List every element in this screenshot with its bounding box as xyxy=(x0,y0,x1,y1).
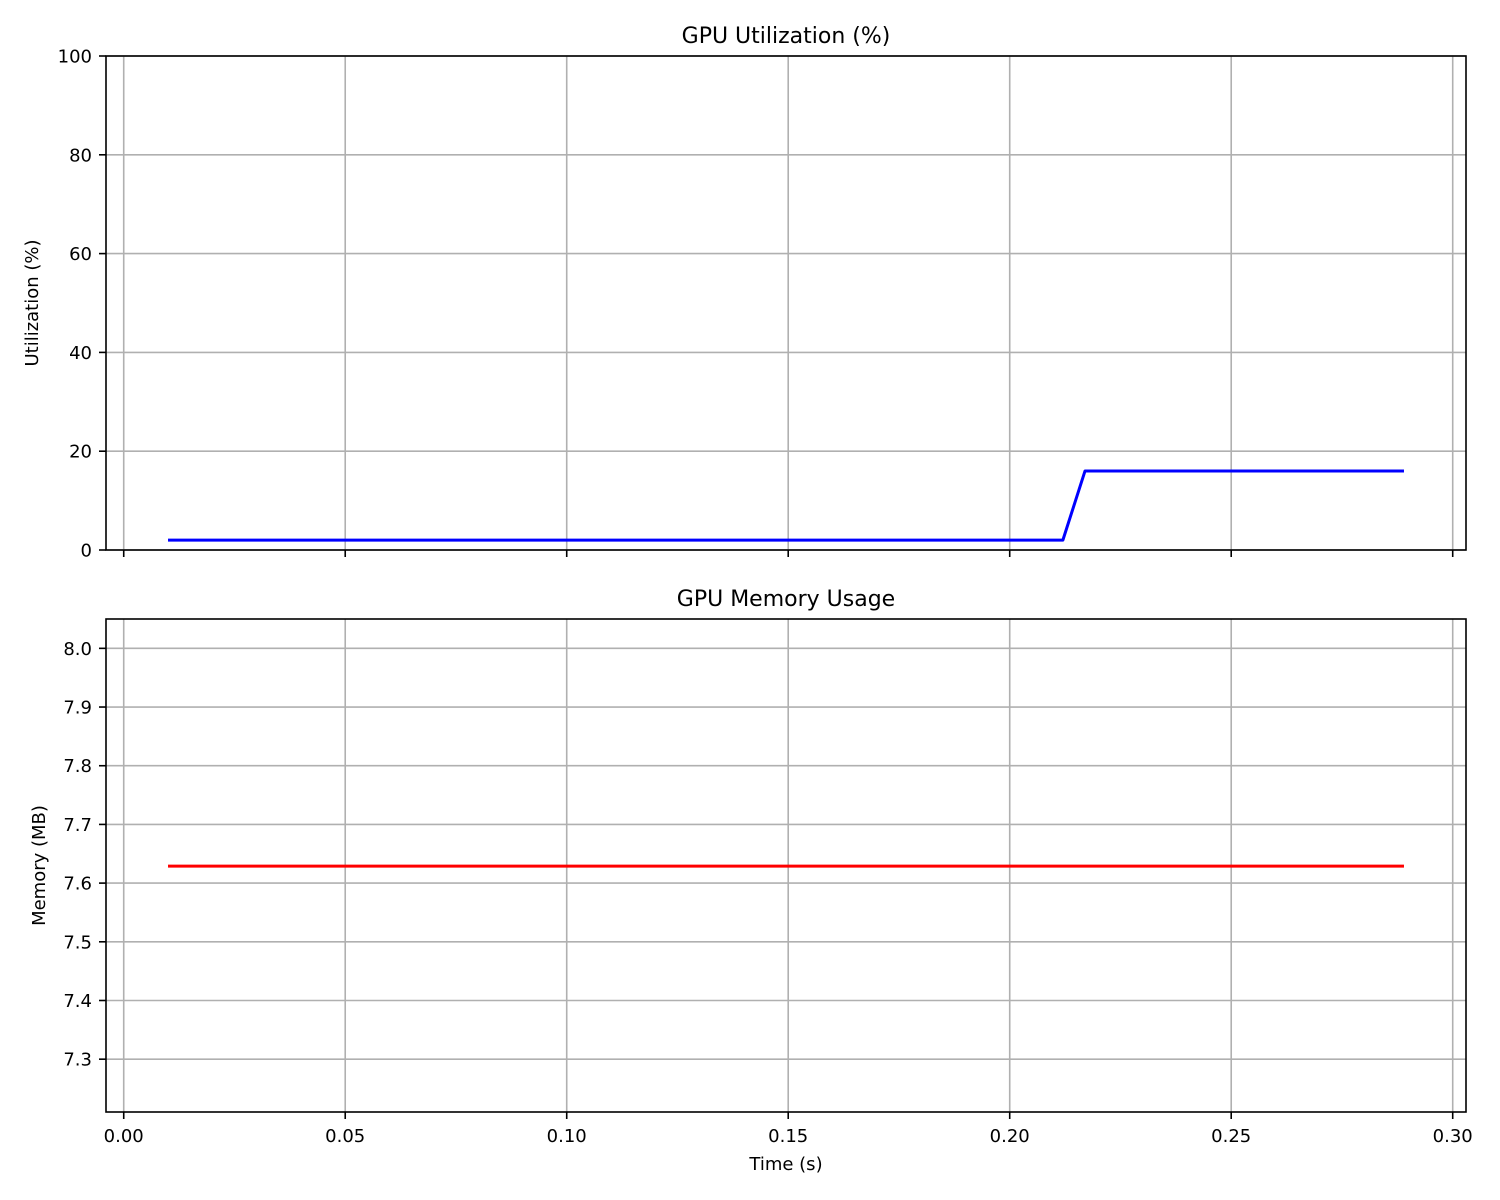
x-tick-label: 0.15 xyxy=(768,1126,808,1147)
y-tick-label: 20 xyxy=(69,442,92,463)
chart-title: GPU Utilization (%) xyxy=(682,24,891,49)
x-tick-label: 0.10 xyxy=(547,1126,587,1147)
chart-title: GPU Memory Usage xyxy=(677,587,895,612)
x-tick-label: 0.20 xyxy=(990,1126,1030,1147)
x-tick-label: 0.00 xyxy=(104,1126,144,1147)
y-axis-label: Memory (MB) xyxy=(29,805,50,926)
x-tick-label: 0.25 xyxy=(1211,1126,1251,1147)
y-tick-label: 7.6 xyxy=(63,874,92,895)
series-line-0 xyxy=(168,469,1404,542)
y-tick-label: 7.4 xyxy=(63,991,92,1012)
y-tick-label: 80 xyxy=(69,145,92,166)
memory-subplot: 0.00 0.05 0.10 0.15 0.20 0.25 0.30 7.3 7.4 7.5 7.6… xyxy=(29,587,1473,1175)
y-tick-label: 0 xyxy=(81,541,92,562)
y-tick-label: 60 xyxy=(69,244,92,265)
utilization-subplot: 0 20 40 60 80 100 GPU Utilization (%) Utilizati… xyxy=(22,24,1467,562)
y-tick-label: 7.8 xyxy=(63,756,92,777)
y-tick-label: 7.3 xyxy=(63,1050,92,1071)
y-tick-label: 100 xyxy=(58,47,92,68)
x-tick-label: 0.05 xyxy=(325,1126,365,1147)
y-tick-label: 7.5 xyxy=(63,932,92,953)
plot-frame xyxy=(105,618,1467,1113)
y-axis-label: Utilization (%) xyxy=(22,239,43,366)
y-tick-label: 7.9 xyxy=(63,698,92,719)
y-tick-label: 8.0 xyxy=(63,639,92,660)
plot-frame xyxy=(105,55,1467,551)
y-tick-label: 7.7 xyxy=(63,815,92,836)
y-tick-label: 40 xyxy=(69,343,92,364)
x-tick-label: 0.30 xyxy=(1433,1126,1473,1147)
x-axis-label: Time (s) xyxy=(748,1154,822,1175)
